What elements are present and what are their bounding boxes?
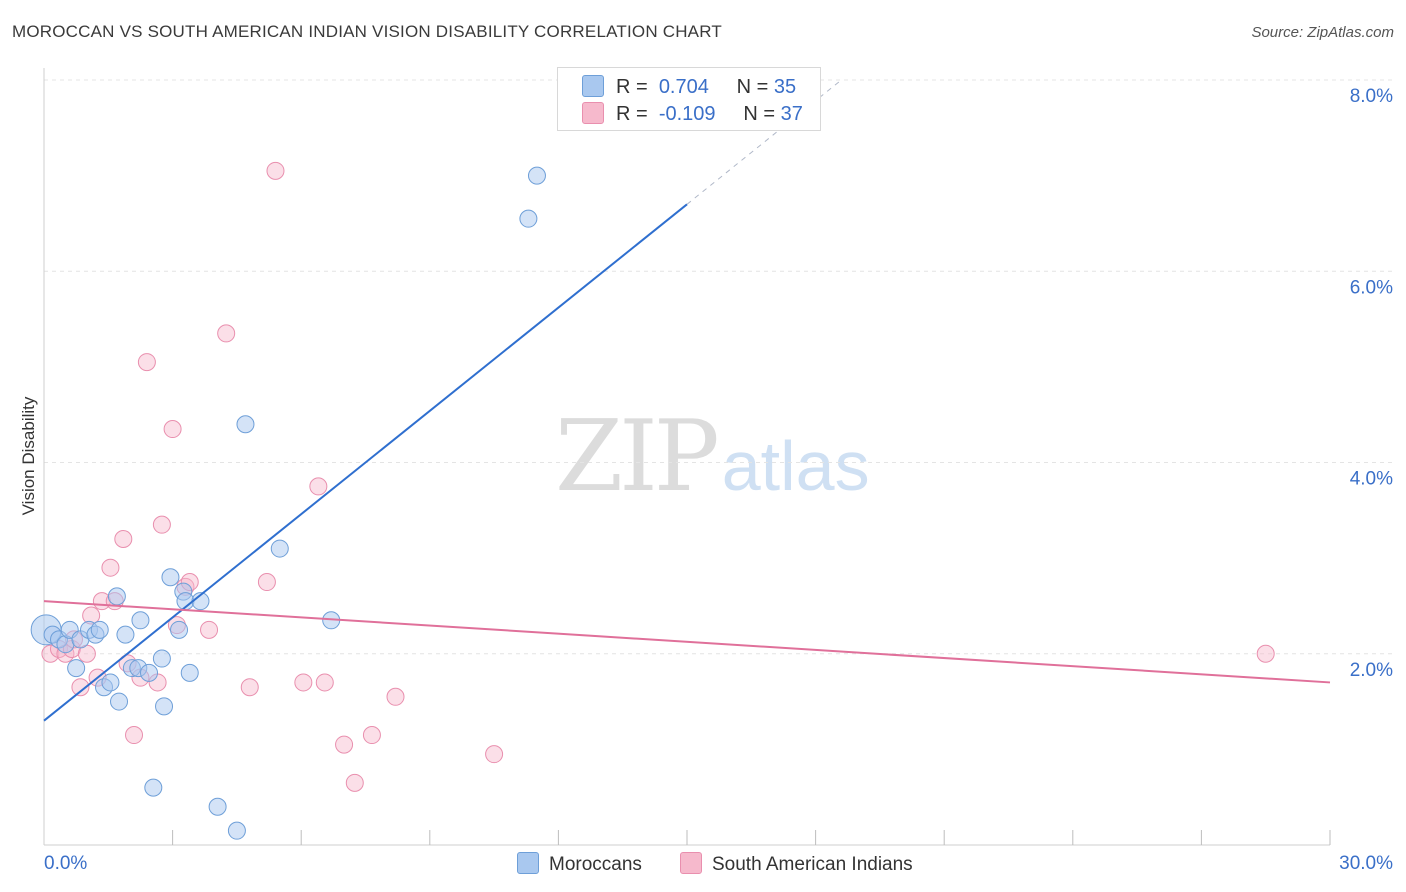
south-american-indians-point xyxy=(163,420,182,439)
n-label: N = xyxy=(736,76,769,98)
y-tick-label: 8.0% xyxy=(1350,86,1393,107)
south-american-indians-trend-line xyxy=(43,600,1331,684)
moroccans-point xyxy=(227,821,246,840)
south-american-indians-point xyxy=(309,477,328,496)
south-american-indians-point xyxy=(362,726,381,745)
chart-title: MOROCCAN VS SOUTH AMERICAN INDIAN VISION… xyxy=(12,22,722,41)
south-american-indians-point xyxy=(294,673,313,692)
south-american-indians-point xyxy=(125,726,144,745)
moroccans-trend-line xyxy=(43,203,688,722)
south-american-indians-legend-swatch xyxy=(680,852,702,874)
south-american-indians-point xyxy=(345,773,364,792)
moroccans-point xyxy=(170,620,189,639)
south-american-indians-point xyxy=(335,735,354,754)
moroccans-point xyxy=(527,166,546,185)
n-value: 35 xyxy=(773,76,797,98)
moroccans-point xyxy=(180,663,199,682)
moroccans-legend-swatch xyxy=(517,852,539,874)
y-tick-label: 6.0% xyxy=(1350,277,1393,298)
moroccans-point xyxy=(140,663,159,682)
moroccans-point xyxy=(236,415,255,434)
moroccans-point xyxy=(67,659,86,678)
moroccans-point xyxy=(144,778,163,797)
moroccans-point xyxy=(116,625,135,644)
r-value: 0.704 xyxy=(658,76,709,98)
south-american-indians-point xyxy=(257,573,276,592)
legend-item-south-american-indians: South American Indians xyxy=(680,852,913,876)
x-tick-label: 30.0% xyxy=(1339,853,1393,874)
moroccans-swatch xyxy=(582,75,604,97)
r-label: R = xyxy=(616,76,648,98)
moroccans-point xyxy=(519,209,538,228)
watermark-zip: ZIP xyxy=(555,400,720,514)
south-american-indians-point xyxy=(240,678,259,697)
r-label: R = xyxy=(616,103,648,125)
r-value: -0.109 xyxy=(658,103,716,125)
moroccans-point xyxy=(152,649,171,668)
moroccans-point xyxy=(270,539,289,558)
moroccans-point xyxy=(90,620,109,639)
watermark-atlas: atlas xyxy=(721,427,870,505)
moroccans-point xyxy=(155,697,174,716)
south-american-indians-point xyxy=(1256,644,1275,663)
south-american-indians-point xyxy=(485,745,504,764)
south-american-indians-point xyxy=(71,678,90,697)
watermark: ZIPatlas xyxy=(555,400,870,514)
south-american-indians-point xyxy=(315,673,334,692)
south-american-indians-point xyxy=(200,620,219,639)
moroccans-point xyxy=(107,587,126,606)
legend-row-south-american-indians: R = -0.109 N = 37 xyxy=(582,102,803,126)
south-american-indians-point xyxy=(114,530,133,548)
y-tick-label: 2.0% xyxy=(1350,660,1393,681)
south-american-indians-legend-label: South American Indians xyxy=(712,854,913,875)
moroccans-point xyxy=(208,797,227,816)
south-american-indians-point xyxy=(41,644,60,663)
south-american-indians-point xyxy=(386,687,405,706)
south-american-indians-point xyxy=(152,515,171,534)
y-axis-label: Vision Disability xyxy=(19,396,38,516)
moroccans-point xyxy=(101,673,120,692)
moroccans-trend-extension xyxy=(686,79,842,205)
n-value: 37 xyxy=(780,103,803,125)
stats-legend: R = 0.704 N = 35 R = -0.109 N = 37 xyxy=(557,67,821,131)
moroccans-point xyxy=(161,568,180,587)
south-american-indians-point xyxy=(266,161,285,180)
south-american-indians-swatch xyxy=(582,102,604,124)
legend-item-moroccans: Moroccans xyxy=(517,852,642,876)
source-credit: Source: ZipAtlas.com xyxy=(1251,24,1394,41)
moroccans-legend-label: Moroccans xyxy=(549,854,642,875)
moroccans-point xyxy=(110,692,129,711)
south-american-indians-point xyxy=(101,558,120,577)
south-american-indians-point xyxy=(137,353,156,372)
moroccans-point xyxy=(131,611,150,630)
n-label: N = xyxy=(743,103,776,125)
legend-row-moroccans: R = 0.704 N = 35 xyxy=(582,75,796,99)
south-american-indians-point xyxy=(217,324,236,343)
x-tick-label: 0.0% xyxy=(44,853,87,874)
y-tick-label: 4.0% xyxy=(1350,469,1393,490)
